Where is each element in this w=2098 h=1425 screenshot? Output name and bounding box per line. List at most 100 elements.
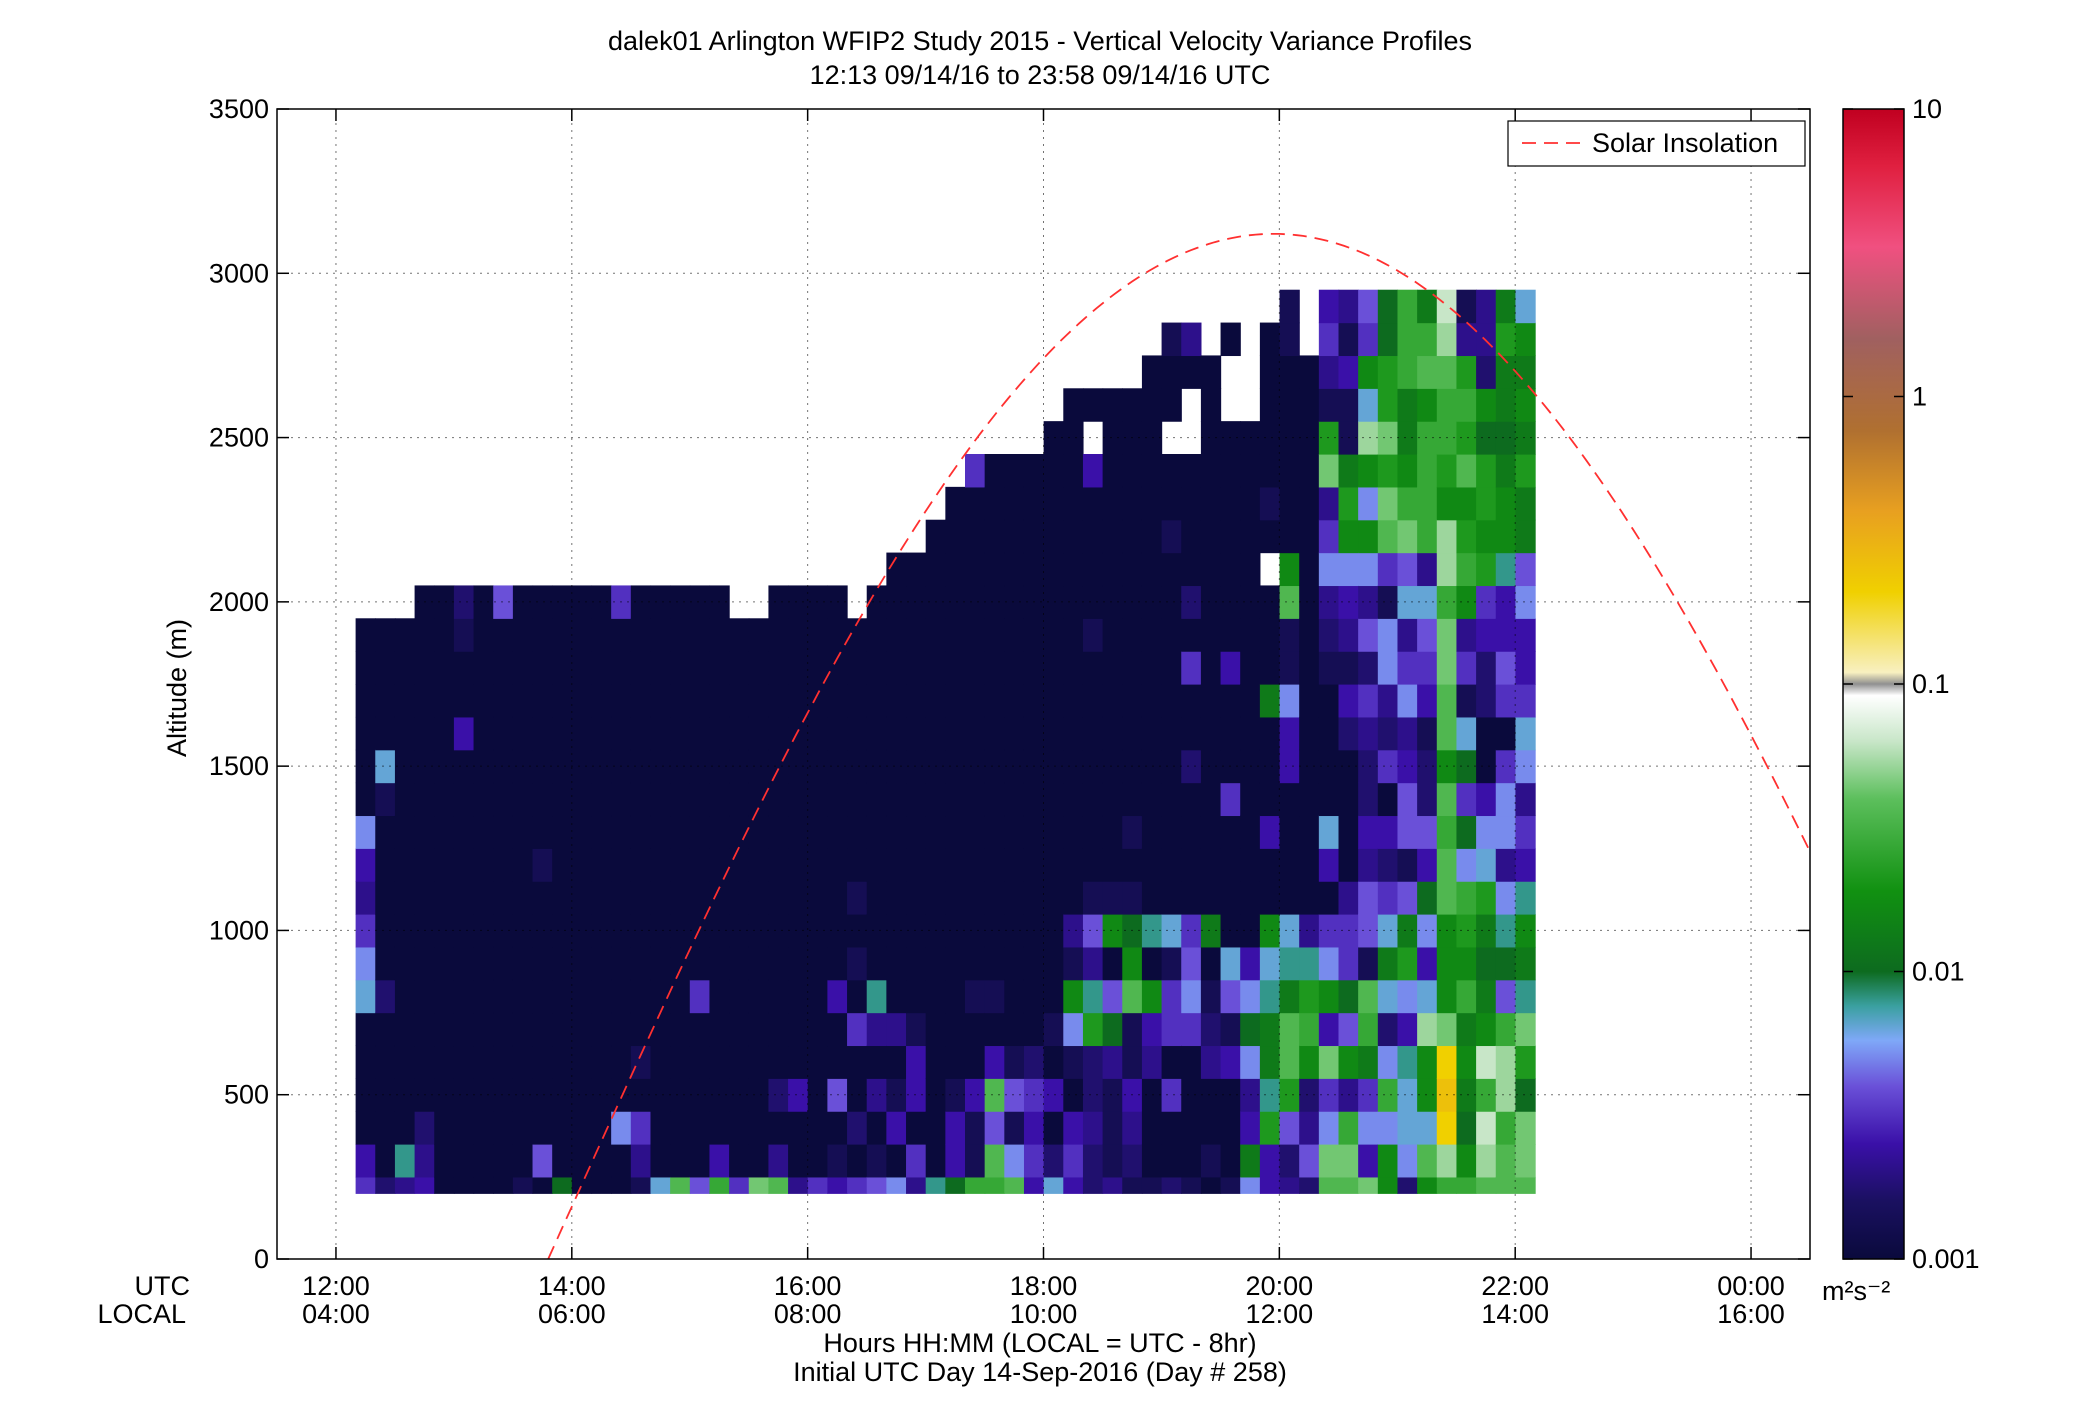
heatmap-cell: [1377, 782, 1399, 817]
heatmap-cell: [1397, 1078, 1418, 1112]
heatmap-cell: [1476, 979, 1497, 1014]
heatmap-cell: [414, 618, 435, 652]
heatmap-cell: [1515, 946, 1536, 981]
heatmap-cell: [906, 618, 927, 652]
heatmap-cell: [807, 716, 828, 751]
heatmap-cell: [552, 1111, 573, 1145]
heatmap-cell: [1495, 914, 1517, 948]
heatmap-cell: [630, 716, 652, 751]
heatmap-cell: [1161, 749, 1182, 784]
heatmap-cell: [807, 1012, 828, 1047]
heatmap-cell: [1495, 881, 1517, 915]
heatmap-cell: [1200, 421, 1222, 455]
heatmap-cell: [453, 585, 475, 619]
heatmap-cell: [1456, 716, 1477, 751]
heatmap-cell: [984, 881, 1005, 915]
heatmap-cell: [1456, 1111, 1477, 1145]
heatmap-cell: [906, 782, 927, 817]
heatmap-cell: [768, 946, 789, 981]
heatmap-cell: [1338, 651, 1359, 685]
heatmap-cell: [532, 1012, 553, 1047]
heatmap-cell: [1377, 454, 1399, 488]
heatmap-cell: [1436, 519, 1458, 554]
heatmap-cell: [1200, 585, 1222, 619]
heatmap-cell: [1338, 716, 1359, 751]
heatmap-cell: [1161, 946, 1182, 981]
heatmap-cell: [1476, 322, 1497, 357]
heatmap-cell: [965, 1176, 986, 1194]
heatmap-cell: [1299, 355, 1320, 389]
heatmap-cell: [1436, 651, 1458, 685]
heatmap-cell: [1102, 1012, 1123, 1047]
heatmap-cell: [532, 881, 553, 915]
heatmap-cell: [1181, 355, 1202, 389]
heatmap-cell: [1377, 1012, 1399, 1047]
heatmap-cell: [1259, 848, 1281, 882]
heatmap-cell: [1279, 946, 1300, 981]
heatmap-cell: [945, 618, 966, 652]
heatmap-cell: [1397, 979, 1418, 1014]
heatmap-cell: [453, 1012, 475, 1047]
heatmap-cell: [1358, 716, 1379, 751]
heatmap-cell: [473, 716, 494, 751]
heatmap-cell: [1240, 815, 1261, 849]
heatmap-cell: [1102, 1078, 1123, 1112]
heatmap-cell: [434, 684, 455, 718]
heatmap-cell: [1318, 519, 1340, 554]
heatmap-cell: [1082, 815, 1104, 849]
heatmap-cell: [1082, 1078, 1104, 1112]
heatmap-cell: [1397, 1144, 1418, 1178]
heatmap-cell: [709, 946, 730, 981]
heatmap-cell: [965, 519, 986, 554]
heatmap-cell: [984, 815, 1005, 849]
heatmap-cell: [1102, 618, 1123, 652]
heatmap-cell: [886, 914, 907, 948]
heatmap-cell: [630, 1144, 652, 1178]
heatmap-cell: [571, 1012, 593, 1047]
heatmap-cell: [1181, 454, 1202, 488]
heatmap-cell: [729, 618, 750, 652]
heatmap-cell: [1004, 1045, 1025, 1079]
heatmap-cell: [1102, 651, 1123, 685]
heatmap-cell: [591, 1078, 612, 1112]
heatmap-cell: [729, 946, 750, 981]
heatmap-cell: [1023, 1176, 1045, 1194]
heatmap-cell: [807, 979, 828, 1014]
heatmap-cell: [906, 651, 927, 685]
heatmap-cell: [689, 1078, 711, 1112]
heatmap-cell: [1476, 1176, 1497, 1194]
heatmap-cell: [768, 585, 789, 619]
heatmap-cell: [670, 914, 691, 948]
heatmap-cell: [375, 684, 396, 718]
heatmap-cell: [473, 815, 494, 849]
heatmap-cell: [847, 815, 868, 849]
heatmap-cell: [1220, 552, 1241, 587]
heatmap-cell: [1436, 684, 1458, 718]
heatmap-cell: [1299, 618, 1320, 652]
x-tick-label-local: 06:00: [538, 1299, 606, 1329]
heatmap-cell: [1141, 782, 1163, 817]
heatmap-cell: [1004, 914, 1025, 948]
heatmap-cell: [788, 716, 809, 751]
heatmap-cell: [945, 1045, 966, 1079]
heatmap-cell: [1004, 651, 1025, 685]
heatmap-cell: [1102, 815, 1123, 849]
heatmap-cell: [729, 651, 750, 685]
heatmap-cell: [414, 716, 435, 751]
heatmap-cell: [1181, 322, 1202, 357]
heatmap-cell: [571, 782, 593, 817]
heatmap-cell: [1043, 1144, 1064, 1178]
heatmap-cell: [1259, 1012, 1281, 1047]
heatmap-cell: [1515, 486, 1536, 521]
heatmap-cell: [748, 815, 770, 849]
heatmap-cell: [1495, 848, 1517, 882]
heatmap-cell: [1141, 486, 1163, 521]
heatmap-cell: [847, 1078, 868, 1112]
heatmap-cell: [847, 716, 868, 751]
heatmap-cell: [866, 881, 887, 915]
heatmap-cell: [493, 618, 514, 652]
heatmap-cell: [1161, 322, 1182, 357]
heatmap-cell: [493, 979, 514, 1014]
heatmap-cell: [945, 684, 966, 718]
heatmap-cell: [1495, 618, 1517, 652]
